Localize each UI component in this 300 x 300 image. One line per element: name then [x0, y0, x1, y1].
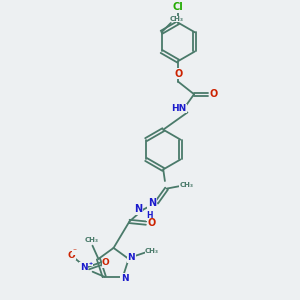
- Text: H: H: [147, 211, 153, 220]
- Text: O: O: [68, 251, 76, 260]
- Text: O: O: [210, 89, 218, 99]
- Text: O: O: [174, 69, 182, 79]
- Text: N: N: [121, 274, 128, 283]
- Text: +: +: [88, 261, 92, 266]
- Text: CH₃: CH₃: [179, 182, 194, 188]
- Text: N: N: [148, 198, 156, 208]
- Text: N: N: [80, 262, 88, 272]
- Text: Cl: Cl: [173, 2, 184, 12]
- Text: CH₃: CH₃: [170, 16, 184, 22]
- Text: N: N: [128, 253, 135, 262]
- Text: N: N: [134, 204, 142, 214]
- Text: O: O: [102, 258, 110, 267]
- Text: HN: HN: [172, 104, 187, 113]
- Text: O: O: [148, 218, 156, 228]
- Text: ⁻: ⁻: [72, 246, 76, 255]
- Text: CH₃: CH₃: [145, 248, 159, 254]
- Text: CH₃: CH₃: [85, 237, 99, 243]
